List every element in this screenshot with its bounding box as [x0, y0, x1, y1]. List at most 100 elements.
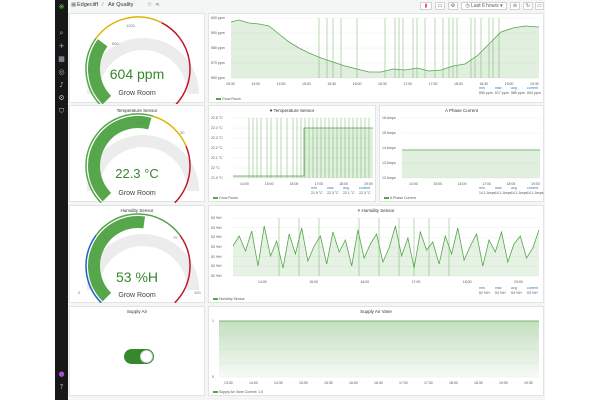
vane-x-tick: 16:00 — [349, 381, 358, 385]
avatar[interactable]: ● — [58, 370, 65, 378]
co2-x-tick: 15:30 — [327, 82, 337, 86]
humidity-max-label: 100 — [194, 290, 201, 295]
tv-mode-button[interactable]: ▭ — [535, 2, 544, 10]
phase-graph-panel[interactable]: A Phase Current 16 Amps 15 Amps 14 Amps 13 … — [379, 105, 544, 202]
co2-stat-header[interactable]: min — [479, 86, 485, 90]
app-logo-icon[interactable]: ❋ — [58, 3, 65, 11]
search-icon[interactable]: ⌕ — [59, 29, 64, 37]
share-icon[interactable]: ⋖ — [155, 2, 160, 8]
explore-icon[interactable]: ◎ — [58, 68, 65, 76]
temp-x-tick: 16:00 — [289, 182, 299, 186]
refresh-button[interactable]: ↻ — [523, 2, 533, 10]
co2-gauge-value-arc — [88, 39, 112, 105]
humidity-gauge-panel[interactable]: Humidity Sensor 30 70 0 100 53 %H Grow R… — [69, 205, 205, 304]
temp-threshold-yellow — [152, 115, 187, 147]
vane-legend-item[interactable]: Supply Air Vane Current: 1.0 — [213, 390, 263, 394]
legend-swatch — [213, 197, 218, 199]
co2-gauge-caption: Grow Room — [118, 90, 156, 97]
dashboards-icon[interactable]: ▦ — [58, 55, 65, 63]
zoom-out-button[interactable]: ⊖ — [510, 2, 520, 10]
phase-y-tick: 12 Amps — [382, 176, 396, 180]
co2-stat-header[interactable]: max — [495, 86, 502, 90]
co2-stat-value: 556 ppm — [479, 91, 493, 95]
phase-legend-item[interactable]: A Phase Current — [384, 196, 416, 200]
help-icon[interactable]: ? — [59, 383, 64, 391]
humidity-stat-header[interactable]: avg — [511, 286, 517, 290]
humidity-stat-header[interactable]: current — [527, 286, 538, 290]
co2-x-tick: 14:30 — [276, 82, 286, 86]
phase-x-tick: 15:00 — [433, 182, 443, 186]
co2-x-tick: 19:00 — [504, 82, 514, 86]
humidity-graph-panel[interactable]: ♥ Humidity Sensor 53 %H 53 %H 53 %H 53 %H 52… — [208, 205, 544, 303]
co2-x-tick: 19:30 — [530, 82, 539, 86]
co2-x-tick: 17:30 — [428, 82, 438, 86]
temp-legend-item[interactable]: Grow Room — [213, 196, 238, 200]
temp-stat-header[interactable]: current — [359, 186, 370, 190]
temp-stat-value: 22.3 °C — [359, 191, 371, 195]
phase-legend-label: A Phase Current — [390, 196, 416, 200]
vane-legend-label: Supply Air Vane Current: 1.0 — [219, 390, 264, 394]
bell-icon[interactable]: ♪ — [59, 81, 64, 89]
co2-y-tick: 580 ppm — [211, 46, 225, 50]
vane-x-tick: 17:00 — [399, 381, 408, 385]
time-range-picker[interactable]: ◷ Last 6 hours ▾ — [461, 2, 507, 10]
co2-stat-header[interactable]: avg — [511, 86, 517, 90]
phase-stat-header[interactable]: avg — [511, 186, 517, 190]
shield-icon[interactable]: ⛉ — [58, 107, 65, 115]
humidity-stat-header[interactable]: max — [495, 286, 502, 290]
temp-gauge-value-arc — [88, 116, 152, 202]
phase-graph-title: A Phase Current — [444, 108, 479, 113]
humidity-stat-value: 53 %H — [495, 291, 506, 295]
temp-stat-header[interactable]: avg — [343, 186, 349, 190]
dashboard-title[interactable]: Air Quality — [108, 2, 134, 8]
co2-x-tick: 16:00 — [352, 82, 362, 86]
phase-y-tick: 13 Amps — [382, 161, 396, 165]
humidity-y-tick: 52 %H — [211, 274, 222, 278]
heart-icon: ♥ — [357, 208, 362, 213]
humidity-series-area — [233, 226, 539, 276]
save-button[interactable]: ▭ — [435, 2, 445, 10]
humidity-stat-value: 52 %H — [479, 291, 490, 295]
co2-graph-panel[interactable]: 600 ppm 590 ppm 580 ppm 570 ppm 560 ppm 15:3… — [208, 13, 544, 103]
vane-y-tick: 0 — [212, 375, 214, 379]
humidity-legend-item[interactable]: Humidity Sensor — [213, 297, 245, 301]
phase-stat-header[interactable]: current — [527, 186, 538, 190]
breadcrumb-root[interactable]: Edgeciiff — [77, 2, 98, 8]
vane-x-tick: 17:30 — [424, 381, 433, 385]
temp-graph-panel[interactable]: ♥ Temperature Sensor 22.5 °C 22.4 °C 22.3 … — [208, 105, 376, 202]
co2-stat-header[interactable]: current — [527, 86, 538, 90]
temp-series-area — [233, 128, 373, 178]
gear-icon[interactable]: ⚙ — [58, 94, 65, 102]
co2-x-tick: 16:30 — [378, 82, 387, 86]
supply-air-title: Supply Air — [126, 309, 148, 314]
legend-swatch — [213, 298, 218, 300]
temp-stat-header[interactable]: min — [311, 186, 317, 190]
add-panel-button[interactable]: ▮ — [420, 2, 432, 10]
vane-series-area — [219, 321, 539, 377]
star-icon[interactable]: ☆ — [147, 2, 152, 8]
co2-gauge-panel[interactable]: 600 1200 604 ppm Grow Room — [69, 13, 205, 107]
temp-stat-value: 22.1 °C — [343, 191, 355, 195]
phase-stat-header[interactable]: max — [495, 186, 502, 190]
humidity-graph-title-text: Humidity Sensor — [361, 208, 395, 213]
co2-legend-item[interactable]: Grow Room — [216, 97, 241, 101]
humidity-x-tick: 16:00 — [360, 280, 370, 284]
supply-vane-title: Supply Air Vane — [360, 309, 392, 314]
phase-stat-header[interactable]: min — [479, 186, 485, 190]
vane-x-tick: 14:30 — [274, 381, 283, 385]
supply-air-toggle[interactable] — [124, 349, 154, 364]
supply-air-panel[interactable]: Supply Air — [69, 306, 205, 396]
humidity-stat-header[interactable]: min — [479, 286, 485, 290]
dashboards-icon[interactable]: ▦ — [71, 2, 77, 8]
co2-threshold-green — [85, 37, 102, 107]
supply-vane-panel[interactable]: Supply Air Vane 1 0 13:30 14:00 14:30 15:00 1… — [208, 306, 544, 396]
temp-gauge-caption: Grow Room — [118, 190, 156, 197]
legend-swatch — [213, 391, 218, 393]
temp-gauge-panel[interactable]: Temperature Sensor 22.5 30 22.3 °C Grow … — [69, 105, 205, 204]
vane-x-tick: 13:30 — [224, 381, 233, 385]
plus-icon[interactable]: + — [58, 42, 65, 50]
phase-x-tick: 14:00 — [409, 182, 418, 186]
temp-stat-header[interactable]: max — [327, 186, 334, 190]
settings-button[interactable]: ⚙ — [448, 2, 458, 10]
co2-threshold-red — [161, 22, 191, 107]
